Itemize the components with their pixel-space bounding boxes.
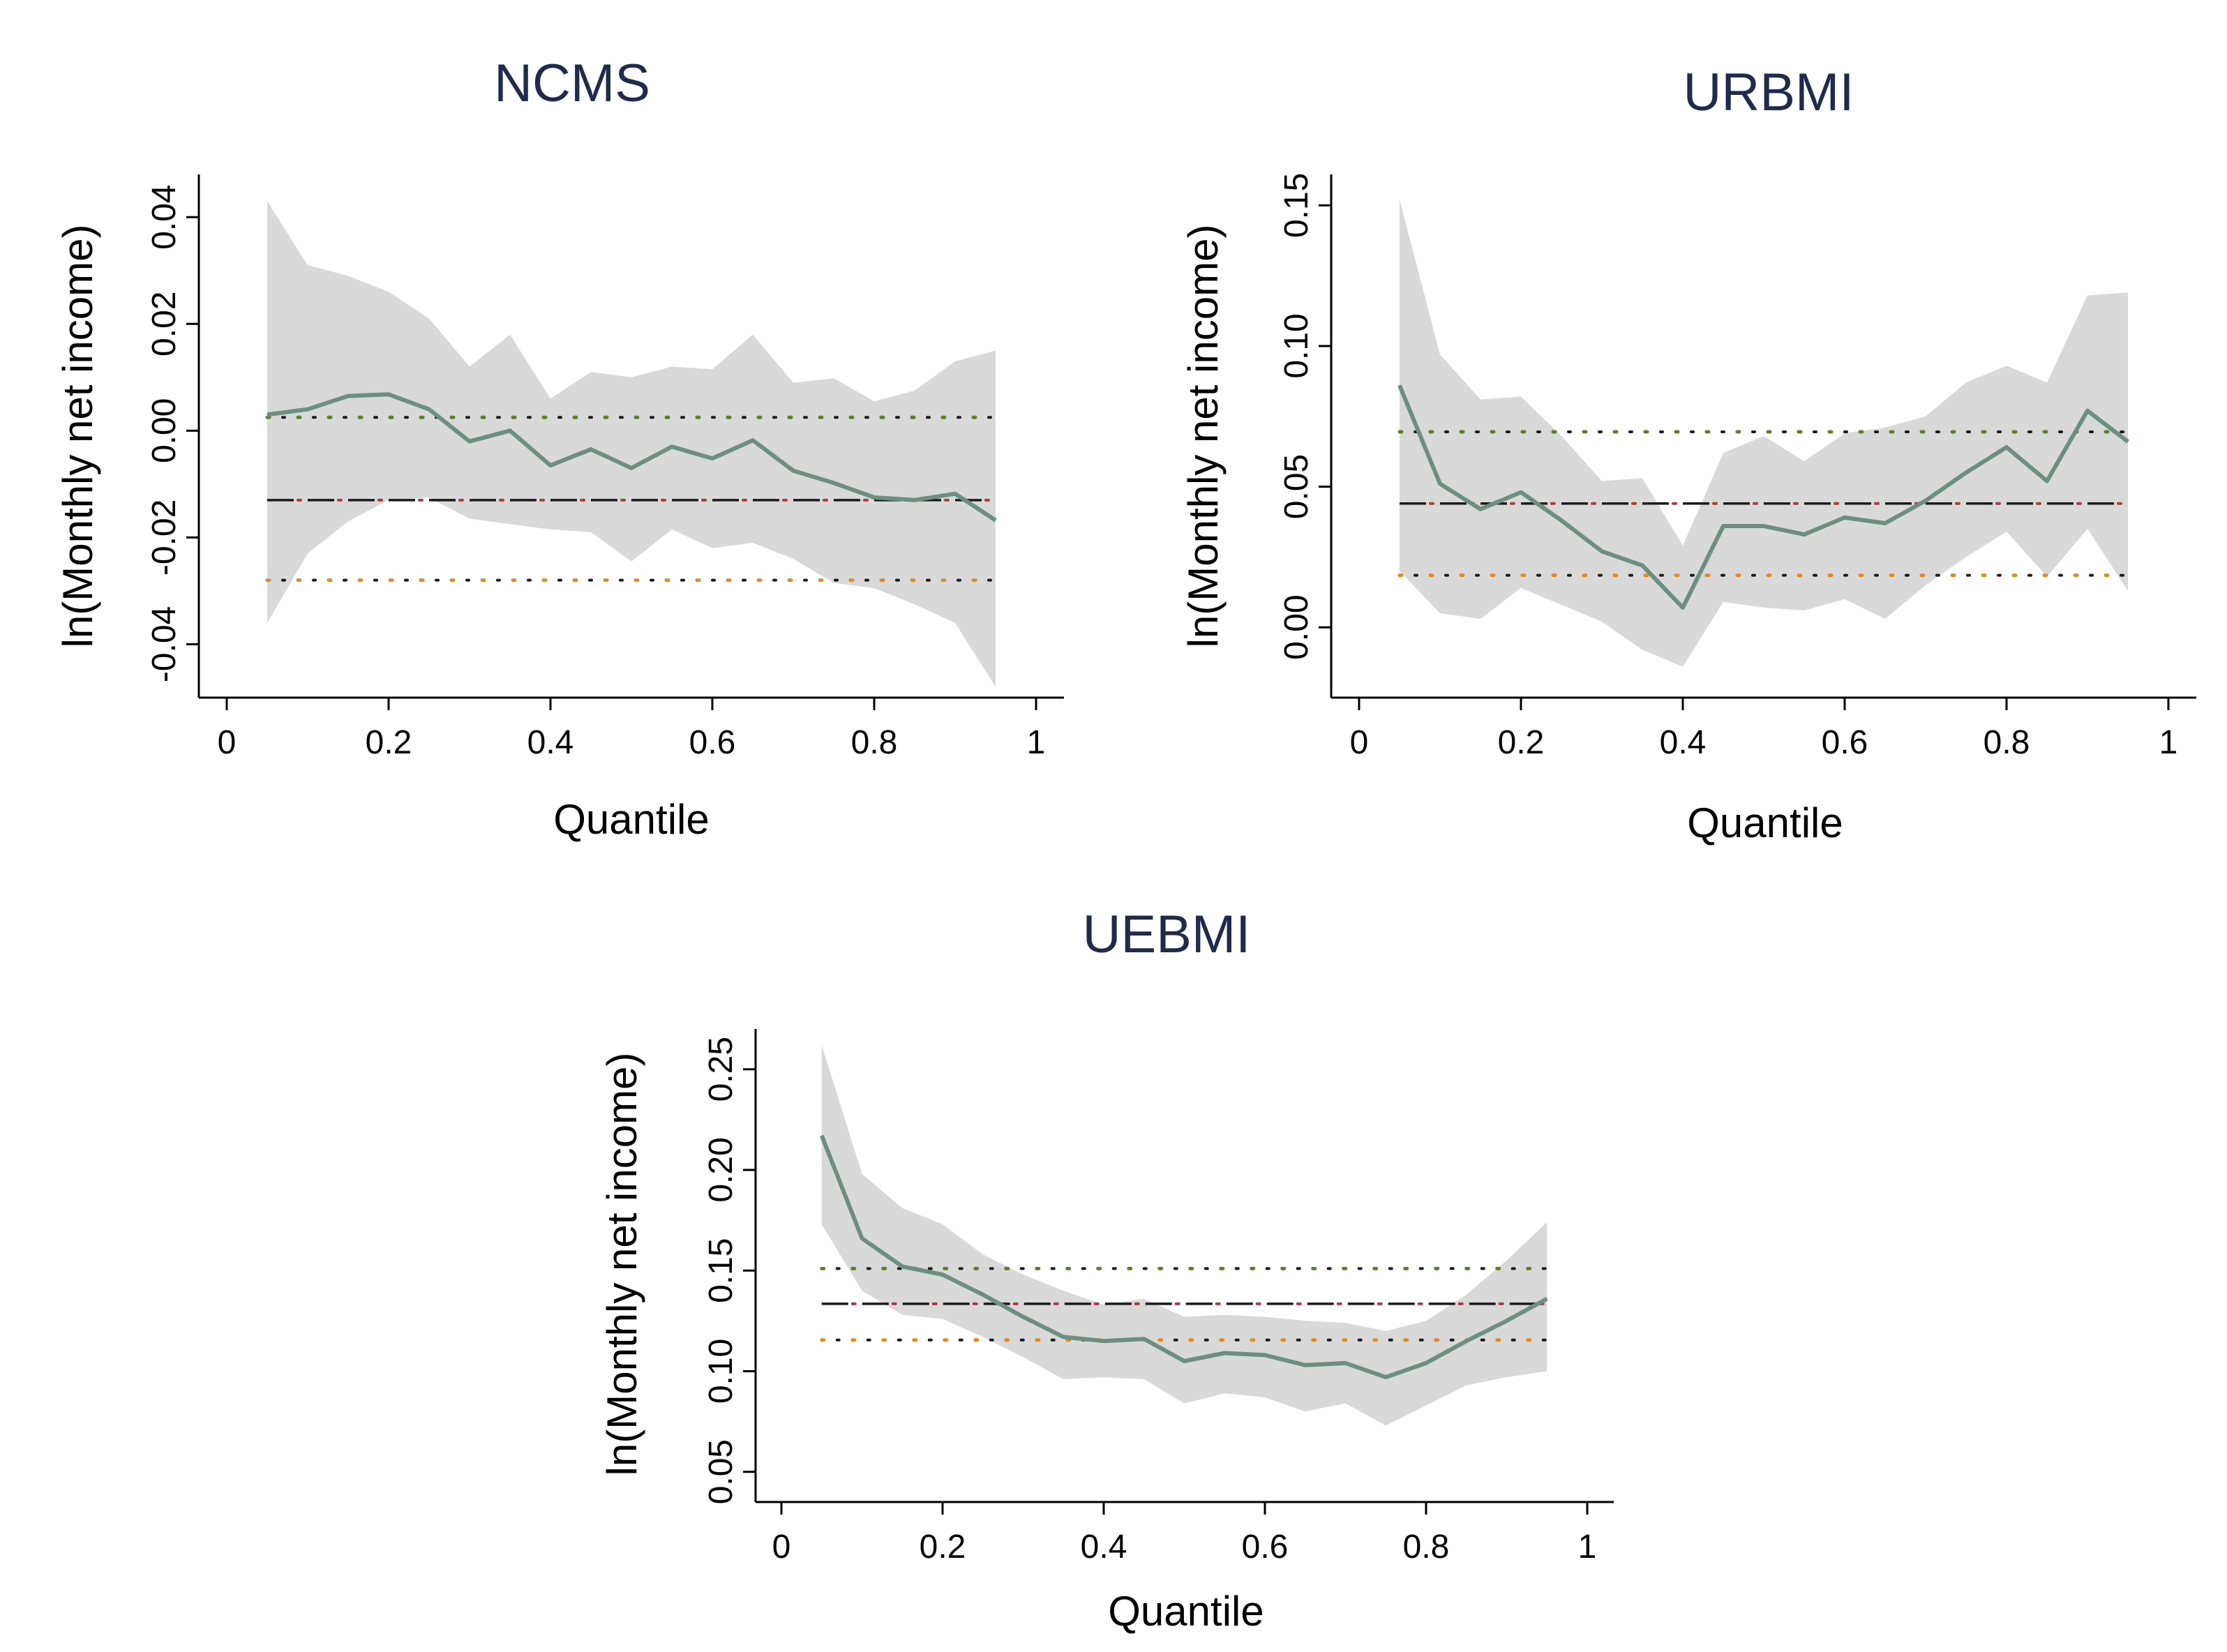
x-tick-label: 0.2	[366, 724, 412, 761]
estimate-point	[1804, 534, 1805, 535]
estimate-point	[1884, 523, 1886, 524]
plot-layer	[820, 1045, 1549, 1426]
estimate-point	[821, 1135, 823, 1136]
panel-ncms: NCMS 0 0.2 0.4 0.6 0.8 1 -0.04 -0.02 0.00 0.02 0.0…	[54, 54, 1064, 843]
estimate-point	[873, 497, 875, 498]
estimate-point	[1965, 472, 1967, 473]
y-tick-label: 0.20	[703, 1137, 740, 1202]
x-tick-label: 0.6	[1822, 724, 1868, 761]
panel-title: UEBMI	[1083, 905, 1251, 964]
x-tick-label: 1	[1578, 1529, 1597, 1565]
estimate-point	[982, 1294, 984, 1296]
estimate-point	[2087, 410, 2088, 412]
tick-layer: 0 0.2 0.4 0.6 0.8 1 0.00 0.05 0.10 0.15	[1278, 173, 2177, 761]
estimate-point	[712, 458, 713, 459]
y-tick-label: 0.04	[146, 185, 183, 250]
x-tick-label: 0.2	[920, 1529, 966, 1565]
y-tick-label: 0.25	[703, 1037, 740, 1102]
x-tick-label: 0.8	[1984, 724, 2030, 761]
estimate-point	[793, 470, 794, 472]
panel-uebmi: UEBMI 0 0.2 0.4 0.6 0.8 1 0.05 0.10 0.15 0.20 0.25…	[599, 905, 1614, 1635]
tick-layer: 0 0.2 0.4 0.6 0.8 1 0.05 0.10 0.15 0.20 0.25	[703, 1037, 1596, 1565]
y-tick-label: 0.15	[1278, 173, 1315, 238]
estimate-point	[1345, 1362, 1346, 1364]
estimate-point	[509, 430, 511, 431]
y-tick-label: -0.04	[146, 606, 183, 682]
estimate-point	[1642, 564, 1643, 566]
plot-layer	[265, 201, 998, 687]
x-tick-label: 0	[218, 724, 237, 761]
y-tick-label: -0.02	[146, 500, 183, 576]
y-tick-label: 0.00	[146, 398, 183, 463]
estimate-point	[1184, 1360, 1185, 1362]
confidence-band	[821, 1045, 1547, 1426]
x-tick-label: 0.4	[1081, 1529, 1127, 1565]
y-tick-label: 0.05	[703, 1439, 740, 1504]
estimate-point	[901, 1266, 903, 1267]
x-tick-label: 0	[772, 1529, 791, 1565]
estimate-point	[1439, 483, 1441, 485]
x-tick-label: 0.2	[1498, 724, 1545, 761]
x-tick-label: 0.4	[527, 724, 574, 761]
estimate-point	[671, 446, 673, 447]
y-axis-label: ln(Monthly net income)	[599, 1053, 645, 1476]
x-tick-label: 0.4	[1660, 724, 1707, 761]
panel-title: NCMS	[494, 54, 650, 113]
y-tick-label: 0.15	[703, 1238, 740, 1303]
estimate-point	[428, 409, 430, 410]
estimate-point	[1682, 607, 1684, 608]
x-tick-label: 0.6	[1242, 1529, 1289, 1565]
y-tick-label: 0.00	[1278, 594, 1315, 659]
y-tick-label: 0.02	[146, 292, 183, 356]
estimate-point	[1425, 1362, 1427, 1364]
x-tick-label: 0.8	[851, 724, 898, 761]
estimate-point	[954, 493, 956, 495]
x-axis-label: Quantile	[1108, 1588, 1264, 1635]
y-axis-label: ln(Monthly net income)	[54, 225, 101, 648]
x-tick-label: 1	[1027, 724, 1046, 761]
estimate-point	[590, 449, 592, 450]
tick-layer: 0 0.2 0.4 0.6 0.8 1 -0.04 -0.02 0.00 0.02 0.04	[146, 185, 1045, 761]
estimate-point	[631, 467, 632, 469]
x-tick-label: 1	[2159, 724, 2178, 761]
x-tick-label: 0.8	[1403, 1529, 1450, 1565]
plot-layer	[1397, 200, 2130, 667]
y-tick-label: 0.10	[703, 1339, 740, 1404]
x-axis-label: Quantile	[553, 796, 709, 843]
x-axis-label: Quantile	[1687, 799, 1843, 846]
x-tick-label: 0	[1350, 724, 1369, 761]
x-tick-label: 0.6	[689, 724, 736, 761]
confidence-band	[1400, 200, 2128, 667]
y-axis-label: ln(Monthly net income)	[1180, 225, 1227, 648]
confidence-band	[267, 201, 996, 687]
y-tick-label: 0.05	[1278, 454, 1315, 519]
estimate-point	[1264, 1354, 1266, 1356]
estimate-point	[550, 465, 551, 466]
panel-urbmi: URBMI 0 0.2 0.4 0.6 0.8 1 0.00 0.05 0.10 0.15 Qua…	[1180, 63, 2196, 846]
estimate-point	[1520, 492, 1522, 493]
estimate-point	[1601, 550, 1603, 552]
panel-title: URBMI	[1684, 63, 1854, 122]
y-tick-label: 0.10	[1278, 313, 1315, 378]
estimate-point	[1723, 525, 1724, 527]
estimate-point	[1466, 1340, 1467, 1342]
estimate-point	[267, 414, 268, 415]
